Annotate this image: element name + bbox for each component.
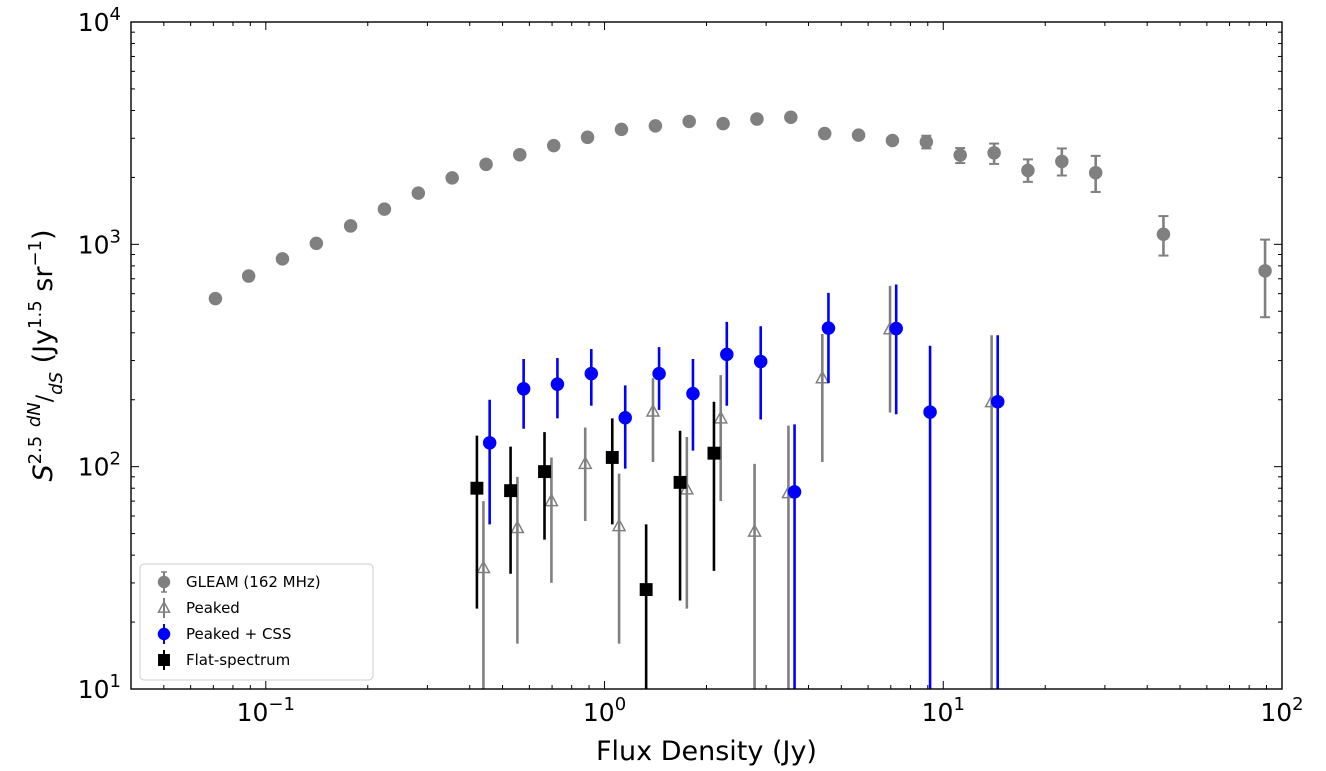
data-point	[990, 394, 1005, 409]
data-point	[747, 523, 762, 537]
data-point	[645, 403, 661, 417]
y-tick-label: 103	[78, 226, 121, 259]
data-point	[275, 252, 290, 266]
data-point	[510, 519, 525, 534]
data-point	[953, 148, 967, 162]
data-point	[504, 484, 518, 498]
data-point	[411, 186, 426, 200]
data-series	[208, 110, 1272, 689]
data-point	[618, 410, 632, 425]
data-point	[577, 455, 593, 470]
data-point	[546, 138, 561, 153]
data-point	[750, 112, 764, 126]
data-point	[720, 347, 734, 362]
legend-marker	[157, 575, 171, 589]
data-point	[1021, 163, 1035, 178]
data-point	[611, 517, 627, 532]
y-tick-label: 104	[78, 4, 121, 37]
data-point	[544, 492, 559, 507]
x-tick-label: 100	[583, 694, 626, 727]
data-point	[648, 119, 663, 133]
y-tick-label: 101	[78, 671, 121, 704]
y-axis-label-text: S2.5 dN/dS (Jy1.5 sr−1)	[24, 229, 67, 481]
data-point	[639, 583, 653, 597]
data-point	[445, 171, 459, 185]
x-axis-label: Flux Density (Jy)	[596, 736, 817, 767]
data-point	[787, 485, 802, 499]
legend-marker	[158, 654, 170, 666]
legend-label: Peaked	[186, 599, 240, 617]
data-point	[605, 451, 619, 464]
plot-frame	[130, 21, 1283, 690]
y-tick-label: 102	[78, 449, 121, 482]
data-point	[584, 366, 599, 381]
data-point	[208, 291, 223, 306]
legend-item-gleam: GLEAM (162 MHz)	[157, 571, 321, 593]
data-point	[470, 481, 484, 495]
data-point	[817, 126, 832, 141]
y-tick-labels: 101 102 103 104	[78, 4, 121, 704]
data-point	[1088, 165, 1103, 180]
series-gleam	[208, 110, 1272, 319]
data-point	[377, 202, 392, 216]
legend-item-peaked: Peaked	[157, 598, 240, 618]
data-point	[1055, 154, 1069, 169]
data-point	[713, 410, 728, 424]
legend-item-flat: Flat-spectrum	[158, 650, 290, 670]
data-point	[614, 122, 629, 137]
x-tick-labels: 10−1 100 101 102	[237, 694, 1304, 727]
data-point	[482, 436, 497, 450]
data-point	[550, 377, 565, 391]
legend-box	[139, 563, 374, 681]
data-point	[923, 405, 937, 419]
data-point	[889, 321, 903, 336]
legend-label: Flat-spectrum	[186, 651, 290, 669]
data-point	[686, 386, 700, 401]
data-point	[580, 130, 595, 145]
y-axis-label: S2.5 dN/dS (Jy1.5 sr−1)	[24, 229, 67, 481]
legend-label: GLEAM (162 MHz)	[186, 573, 321, 591]
data-point	[538, 465, 551, 479]
data-point	[1258, 264, 1272, 278]
data-point	[821, 321, 836, 335]
data-point	[673, 475, 687, 489]
series-css	[482, 284, 1005, 689]
x-tick-label: 102	[1260, 694, 1303, 727]
legend-marker	[157, 600, 171, 613]
data-point	[476, 559, 491, 574]
data-point	[241, 269, 256, 283]
data-point	[343, 219, 358, 233]
data-point	[682, 114, 696, 129]
data-point	[707, 446, 721, 460]
data-point	[652, 366, 666, 381]
x-tick-label: 101	[922, 694, 965, 727]
legend-item-css: Peaked + CSS	[157, 624, 291, 644]
data-point	[516, 382, 531, 396]
data-point	[1156, 227, 1171, 242]
data-point	[885, 133, 900, 148]
data-point	[784, 110, 798, 124]
legend: GLEAM (162 MHz) Peaked Peaked + CSS Flat-sp…	[139, 563, 374, 681]
data-point	[919, 135, 934, 149]
data-point	[309, 236, 324, 251]
data-point	[716, 116, 730, 131]
data-point	[815, 370, 830, 384]
data-point	[851, 128, 866, 142]
data-point	[753, 354, 768, 369]
data-point	[987, 146, 1001, 160]
series-flat	[470, 401, 721, 689]
data-point	[513, 147, 527, 162]
data-point	[479, 157, 493, 172]
series-peaked	[476, 285, 999, 689]
legend-label: Peaked + CSS	[186, 625, 291, 643]
legend-marker	[157, 627, 171, 641]
x-tick-label: 10−1	[237, 694, 295, 727]
